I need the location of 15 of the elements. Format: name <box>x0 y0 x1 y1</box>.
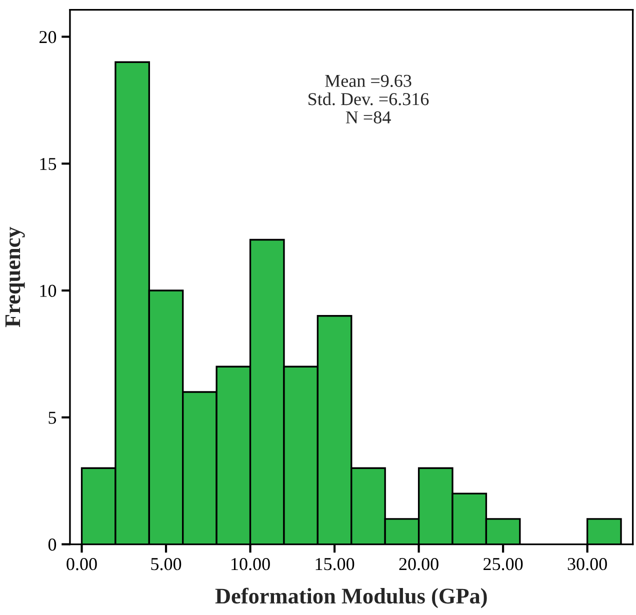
x-tick-label: 10.00 <box>232 558 270 570</box>
annotation: Mean =9.63 Std. Dev. =6.316 N =84 <box>308 74 429 124</box>
y-tick-label: 10 <box>40 284 56 297</box>
y-axis-title: Frequency <box>5 226 25 328</box>
y-tick-label: 0 <box>48 538 56 551</box>
x-tick-label: 5.00 <box>151 558 182 570</box>
x-axis-title: Deformation Modulus (GPa) <box>215 588 487 608</box>
x-tick-label: 25.00 <box>484 558 523 570</box>
y-tick-label: 20 <box>40 30 56 44</box>
x-tick-label: 15.00 <box>316 558 354 570</box>
y-tick-label: 15 <box>40 158 56 170</box>
y-tick-label: 5 <box>48 412 56 424</box>
x-tick-label: 0.00 <box>66 558 97 570</box>
x-tick-label: 30.00 <box>568 558 607 570</box>
x-tick-label: 20.00 <box>399 558 438 570</box>
